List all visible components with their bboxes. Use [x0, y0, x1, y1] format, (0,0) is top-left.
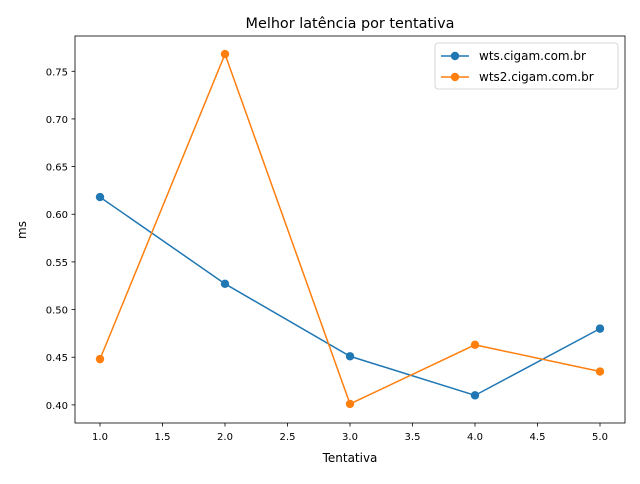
- y-tick-label: 0.60: [46, 210, 68, 221]
- x-tick-label: 4.5: [530, 432, 546, 443]
- legend: wts.cigam.com.br wts2.cigam.com.br: [434, 42, 619, 90]
- data-point: [595, 324, 605, 333]
- data-point: [345, 399, 355, 409]
- y-axis-label: ms: [15, 221, 29, 239]
- x-tick-label: 3.0: [342, 432, 358, 443]
- y-tick-label: 0.50: [46, 306, 68, 317]
- data-point: [220, 49, 230, 59]
- x-tick-label: 3.5: [405, 432, 421, 443]
- data-point: [345, 352, 355, 361]
- data-point: [95, 354, 105, 364]
- y-tick-label: 0.65: [46, 163, 68, 174]
- y-tick-label: 0.45: [46, 353, 68, 364]
- plot-frame: [74, 35, 626, 424]
- legend-marker: [450, 72, 460, 82]
- data-point: [595, 367, 605, 376]
- y-tick-label: 0.75: [46, 67, 68, 78]
- data-point: [220, 279, 230, 289]
- series-line-1: [99, 52, 601, 405]
- series-line-0: [99, 196, 601, 397]
- x-tick-label: 5.0: [592, 432, 608, 443]
- x-tick-label: 2.0: [217, 432, 233, 443]
- y-tick-label: 0.40: [46, 401, 68, 412]
- x-tick-label: 4.0: [467, 432, 483, 443]
- data-point: [470, 391, 480, 400]
- chart-title: Melhor latência por tentativa: [246, 16, 455, 32]
- legend-box: [434, 42, 619, 90]
- legend-marker: [450, 51, 460, 61]
- x-tick-label: 2.5: [280, 432, 296, 443]
- x-axis-label: Tentativa: [322, 451, 378, 465]
- data-point: [470, 340, 480, 350]
- y-tick-label: 0.55: [46, 258, 68, 269]
- data-point: [95, 192, 105, 202]
- x-tick-label: 1.0: [92, 432, 108, 443]
- legend-label: wts.cigam.com.br: [479, 49, 586, 63]
- legend-label: wts2.cigam.com.br: [479, 70, 594, 84]
- y-tick-label: 0.70: [46, 115, 68, 126]
- x-tick-label: 1.5: [155, 432, 171, 443]
